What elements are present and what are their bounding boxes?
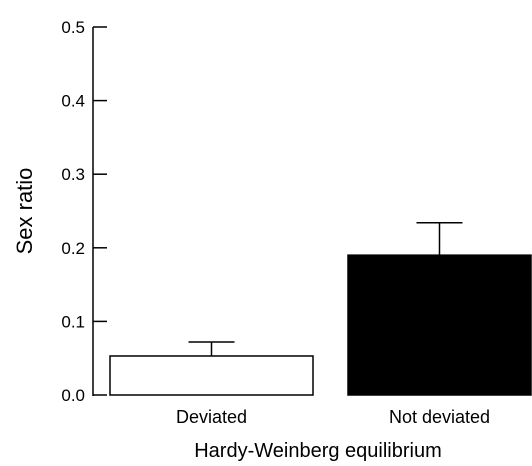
bar-not-deviated — [347, 254, 532, 396]
bars — [109, 254, 532, 396]
x-category-label: Not deviated — [389, 407, 490, 427]
category-labels: Deviated Not deviated — [176, 407, 490, 427]
bar-deviated — [109, 355, 314, 396]
y-tick-label: 0.0 — [61, 386, 85, 405]
y-axis-title: Sex ratio — [12, 168, 37, 255]
y-tick-label: 0.3 — [61, 165, 85, 184]
y-tick-label: 0.1 — [61, 312, 85, 331]
y-tick-label: 0.4 — [61, 92, 85, 111]
y-tick-label: 0.5 — [61, 18, 85, 37]
y-tick-label: 0.2 — [61, 239, 85, 258]
x-category-label: Deviated — [176, 407, 247, 427]
y-axis: 0.0 0.1 0.2 0.3 0.4 0.5 — [61, 18, 107, 405]
error-bars — [188, 222, 463, 356]
x-axis-title: Hardy-Weinberg equilibrium — [194, 440, 442, 462]
